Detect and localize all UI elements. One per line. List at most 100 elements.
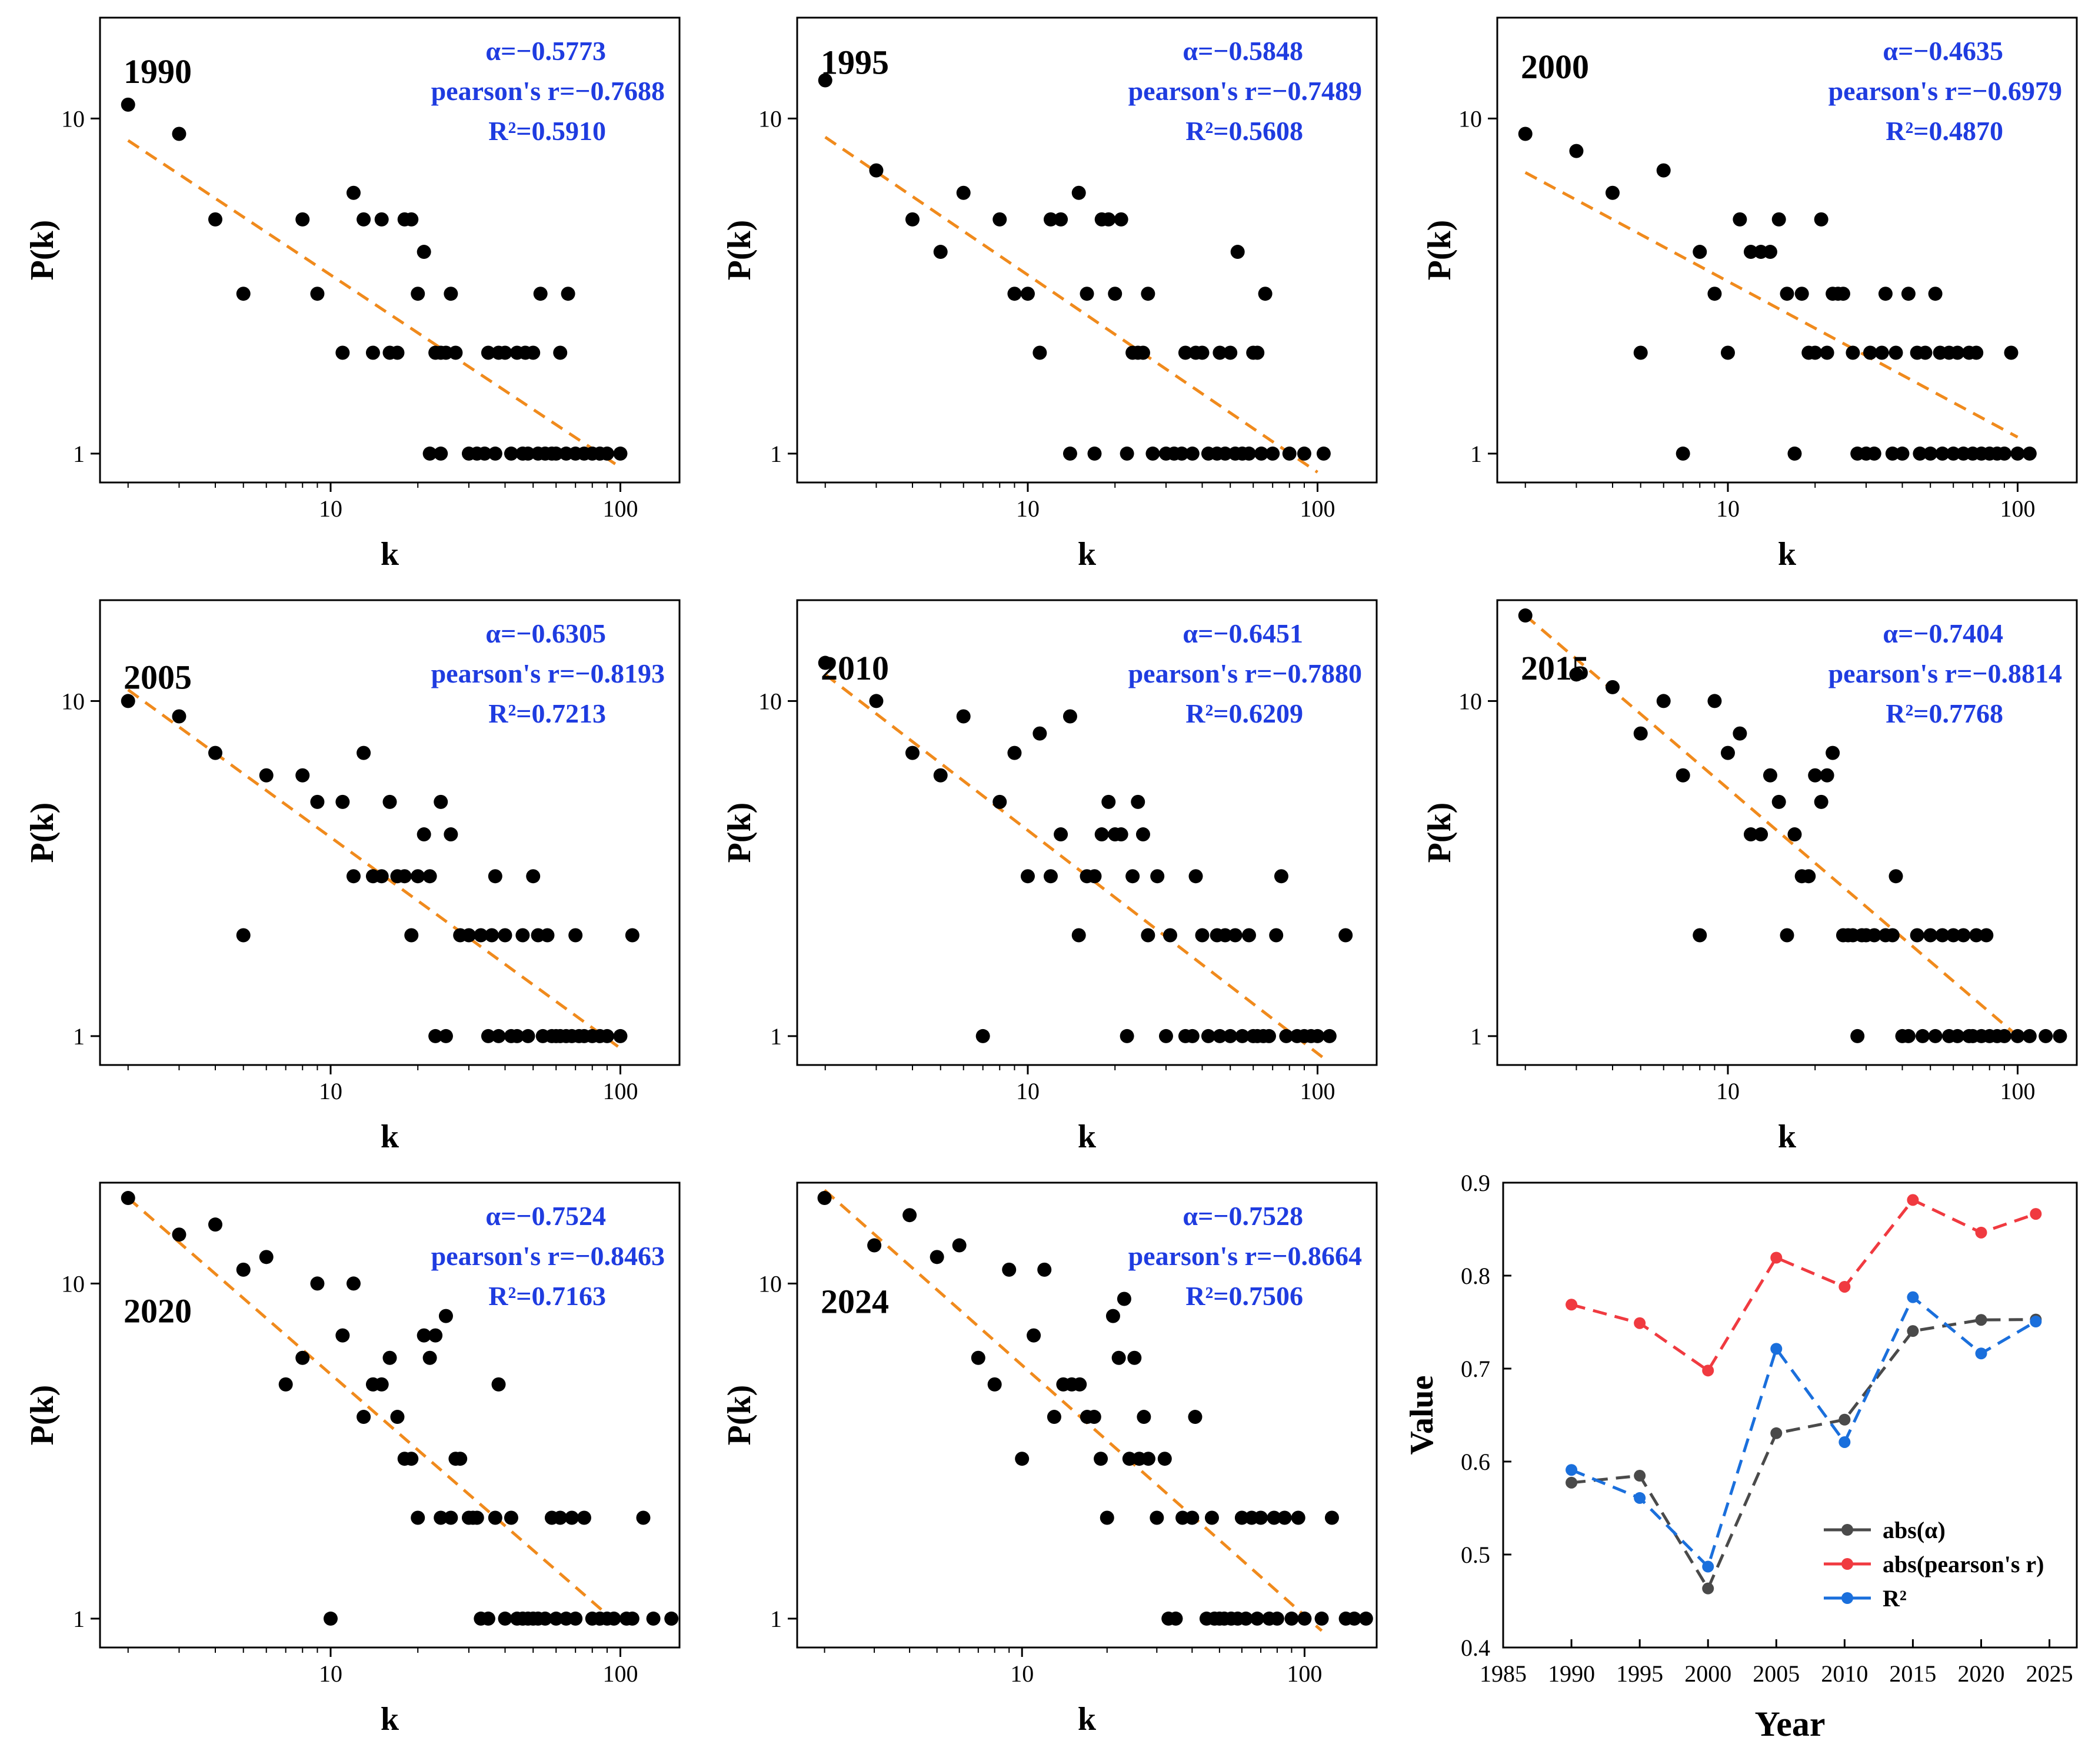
data-point <box>1928 287 1943 301</box>
data-point <box>818 655 832 670</box>
data-point <box>1043 212 1058 227</box>
data-point <box>2022 446 2037 461</box>
y-tick-label: 0.4 <box>1461 1635 1490 1661</box>
data-point <box>1915 1029 1930 1043</box>
data-point <box>1693 928 1707 943</box>
pearson-stat: pearson's r=−0.8463 <box>431 1241 665 1271</box>
data-point <box>438 345 453 360</box>
r2-stat: R²=0.7213 <box>488 698 606 728</box>
data-point <box>208 1217 222 1232</box>
data-point <box>1946 446 1961 461</box>
data-point <box>1569 667 1584 682</box>
pearson-series-line <box>1571 1198 2037 1373</box>
data-point <box>933 245 948 259</box>
data-point <box>397 869 412 884</box>
year-label: 1995 <box>821 43 889 81</box>
year-label: 2000 <box>1521 48 1589 86</box>
power-law-fit-line <box>824 135 1318 474</box>
r2-series-point <box>1566 1464 1578 1476</box>
x-tick-label: 10 <box>1716 495 1740 522</box>
data-point <box>1228 928 1243 943</box>
r2-stat: R²=0.7506 <box>1185 1281 1303 1311</box>
data-point <box>1950 1029 1965 1043</box>
year-label: 2010 <box>821 649 889 687</box>
data-point <box>404 1452 419 1466</box>
data-point <box>1780 287 1794 301</box>
data-point <box>1820 768 1834 783</box>
data-point <box>448 345 463 360</box>
data-point <box>1047 1410 1061 1424</box>
data-point <box>1027 1328 1041 1343</box>
data-point <box>553 1510 568 1525</box>
axes-frame <box>796 599 1378 1066</box>
data-point <box>1889 345 1903 360</box>
data-point <box>1238 1611 1253 1626</box>
y-tick-label: 0.5 <box>1461 1542 1490 1568</box>
data-point <box>461 928 476 943</box>
data-point <box>428 1029 443 1043</box>
pearson-stat: pearson's r=−0.8814 <box>1828 658 2062 688</box>
data-point <box>1201 1029 1215 1043</box>
x-tick-label: 2000 <box>1684 1660 1731 1687</box>
x-tick-label: 2020 <box>1958 1660 2005 1687</box>
y-tick-label: 10 <box>1458 105 1482 132</box>
data-point <box>1771 794 1786 809</box>
data-point <box>1956 928 1971 943</box>
data-point <box>1338 928 1353 943</box>
data-point <box>236 1262 251 1277</box>
x-tick-label: 10 <box>1010 1660 1034 1687</box>
data-point <box>1258 287 1273 301</box>
legend-entry: abs(α) <box>1824 1517 1946 1543</box>
year-label: 2005 <box>124 658 192 697</box>
data-point <box>1267 1510 1281 1525</box>
y-tick-label: 1 <box>1470 1023 1482 1050</box>
data-point <box>1277 1510 1292 1525</box>
pearson-stat: pearson's r=−0.7688 <box>431 76 665 106</box>
data-point <box>1720 345 1735 360</box>
data-point <box>1901 1029 1916 1043</box>
data-point <box>404 928 419 943</box>
axes-frame <box>796 16 1378 484</box>
data-point <box>498 345 512 360</box>
r2-stat: R²=0.5608 <box>1185 116 1303 146</box>
data-point <box>323 1611 338 1626</box>
data-point <box>434 1510 448 1525</box>
data-point <box>1518 608 1533 623</box>
data-point <box>444 827 458 842</box>
data-point <box>1020 287 1035 301</box>
data-point <box>1693 245 1707 259</box>
legend-label: abs(pearson's r) <box>1883 1551 2044 1577</box>
data-point <box>1969 928 1984 943</box>
data-point <box>607 1611 621 1626</box>
data-point <box>434 446 448 461</box>
data-point <box>1157 1452 1172 1466</box>
data-point <box>1923 928 1938 943</box>
data-point <box>577 1510 591 1525</box>
data-point <box>1120 446 1134 461</box>
data-point <box>121 97 135 112</box>
data-point <box>1935 928 1950 943</box>
data-point <box>1007 287 1022 301</box>
data-point <box>533 287 548 301</box>
data-point <box>599 1029 614 1043</box>
data-point <box>1230 245 1245 259</box>
data-point <box>474 928 488 943</box>
r2-stat: R²=0.7163 <box>488 1281 606 1311</box>
data-point <box>1131 794 1145 809</box>
data-point <box>2022 1029 2037 1043</box>
x-tick-label: 2015 <box>1889 1660 1936 1687</box>
data-point <box>664 1611 679 1626</box>
data-point <box>1347 1611 1361 1626</box>
data-point <box>1163 928 1177 943</box>
data-point <box>1032 345 1047 360</box>
scatter-panel-2000: 10 100 1 10 k P(k) 2000 α=−0.4635 pearson's r=−0… <box>1421 16 2078 573</box>
data-point <box>971 1350 985 1365</box>
data-point <box>236 287 251 301</box>
data-point <box>1101 212 1116 227</box>
alpha-series-point <box>1907 1325 1919 1337</box>
data-point <box>1241 928 1256 943</box>
data-point <box>1820 345 1834 360</box>
data-point <box>1127 1350 1142 1365</box>
x-axis-label: k <box>1778 536 1797 573</box>
x-tick-label: 10 <box>319 495 342 522</box>
